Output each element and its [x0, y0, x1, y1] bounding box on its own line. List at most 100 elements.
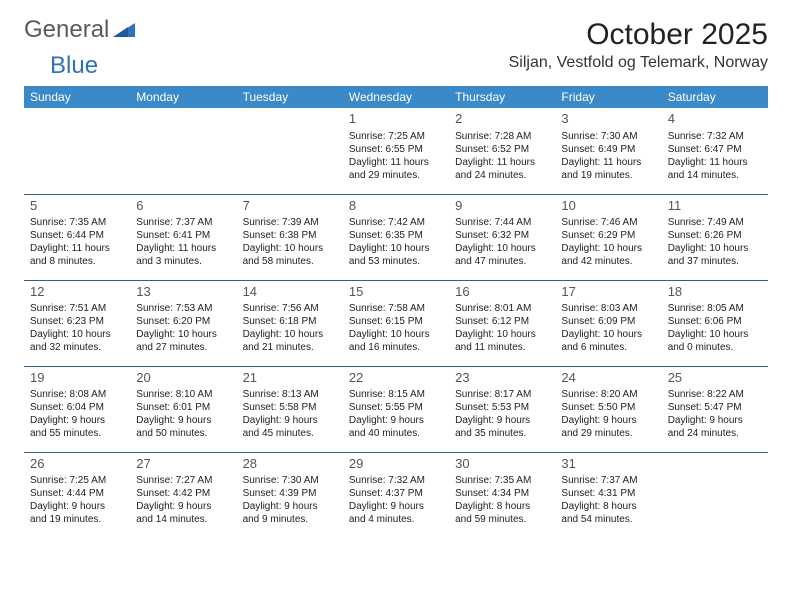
daylight1-text: Daylight: 11 hours	[30, 242, 124, 255]
daylight2-text: and 3 minutes.	[136, 255, 230, 268]
sunset-text: Sunset: 6:12 PM	[455, 315, 549, 328]
day-number: 6	[136, 198, 230, 215]
daylight1-text: Daylight: 10 hours	[668, 328, 762, 341]
day-number: 24	[561, 370, 655, 387]
location-subtitle: Siljan, Vestfold og Telemark, Norway	[509, 54, 768, 72]
day-number: 21	[243, 370, 337, 387]
day-number: 12	[30, 284, 124, 301]
sunset-text: Sunset: 6:55 PM	[349, 143, 443, 156]
sunset-text: Sunset: 4:42 PM	[136, 487, 230, 500]
sunrise-text: Sunrise: 8:01 AM	[455, 302, 549, 315]
day-number: 15	[349, 284, 443, 301]
daylight2-text: and 47 minutes.	[455, 255, 549, 268]
day-number: 28	[243, 456, 337, 473]
daylight2-text: and 11 minutes.	[455, 341, 549, 354]
col-friday: Friday	[555, 86, 661, 108]
day-number: 30	[455, 456, 549, 473]
daylight1-text: Daylight: 9 hours	[243, 414, 337, 427]
day-number: 3	[561, 111, 655, 128]
daylight2-text: and 37 minutes.	[668, 255, 762, 268]
daylight1-text: Daylight: 8 hours	[455, 500, 549, 513]
day-number: 4	[668, 111, 762, 128]
day-number: 9	[455, 198, 549, 215]
month-title: October 2025	[509, 18, 768, 52]
daylight1-text: Daylight: 11 hours	[561, 156, 655, 169]
day-cell: 19Sunrise: 8:08 AMSunset: 6:04 PMDayligh…	[24, 366, 130, 452]
brand-part2: Blue	[50, 52, 98, 79]
daylight1-text: Daylight: 11 hours	[455, 156, 549, 169]
daylight1-text: Daylight: 8 hours	[561, 500, 655, 513]
col-monday: Monday	[130, 86, 236, 108]
col-thursday: Thursday	[449, 86, 555, 108]
sunset-text: Sunset: 6:52 PM	[455, 143, 549, 156]
day-cell: 2Sunrise: 7:28 AMSunset: 6:52 PMDaylight…	[449, 108, 555, 194]
daylight1-text: Daylight: 11 hours	[349, 156, 443, 169]
day-cell: 6Sunrise: 7:37 AMSunset: 6:41 PMDaylight…	[130, 194, 236, 280]
day-number: 14	[243, 284, 337, 301]
day-cell: 14Sunrise: 7:56 AMSunset: 6:18 PMDayligh…	[237, 280, 343, 366]
sunset-text: Sunset: 6:26 PM	[668, 229, 762, 242]
sunrise-text: Sunrise: 7:25 AM	[30, 474, 124, 487]
sunrise-text: Sunrise: 7:51 AM	[30, 302, 124, 315]
sunset-text: Sunset: 6:38 PM	[243, 229, 337, 242]
day-cell	[662, 452, 768, 538]
day-cell: 1Sunrise: 7:25 AMSunset: 6:55 PMDaylight…	[343, 108, 449, 194]
sunrise-text: Sunrise: 8:17 AM	[455, 388, 549, 401]
daylight2-text: and 0 minutes.	[668, 341, 762, 354]
daylight1-text: Daylight: 10 hours	[561, 328, 655, 341]
day-cell: 13Sunrise: 7:53 AMSunset: 6:20 PMDayligh…	[130, 280, 236, 366]
sunrise-text: Sunrise: 7:37 AM	[136, 216, 230, 229]
day-number: 7	[243, 198, 337, 215]
day-number: 20	[136, 370, 230, 387]
sunrise-text: Sunrise: 8:05 AM	[668, 302, 762, 315]
daylight1-text: Daylight: 10 hours	[668, 242, 762, 255]
daylight2-text: and 29 minutes.	[561, 427, 655, 440]
day-cell: 25Sunrise: 8:22 AMSunset: 5:47 PMDayligh…	[662, 366, 768, 452]
sunrise-text: Sunrise: 7:42 AM	[349, 216, 443, 229]
sunrise-text: Sunrise: 7:32 AM	[668, 130, 762, 143]
daylight1-text: Daylight: 9 hours	[455, 414, 549, 427]
sunrise-text: Sunrise: 7:49 AM	[668, 216, 762, 229]
day-cell: 15Sunrise: 7:58 AMSunset: 6:15 PMDayligh…	[343, 280, 449, 366]
daylight2-text: and 45 minutes.	[243, 427, 337, 440]
daylight2-text: and 19 minutes.	[561, 169, 655, 182]
brand-logo: General	[24, 18, 137, 42]
sunset-text: Sunset: 6:35 PM	[349, 229, 443, 242]
daylight2-text: and 14 minutes.	[668, 169, 762, 182]
sunset-text: Sunset: 4:44 PM	[30, 487, 124, 500]
sunset-text: Sunset: 6:23 PM	[30, 315, 124, 328]
daylight1-text: Daylight: 10 hours	[243, 242, 337, 255]
day-number: 22	[349, 370, 443, 387]
daylight2-text: and 24 minutes.	[455, 169, 549, 182]
week-row: 26Sunrise: 7:25 AMSunset: 4:44 PMDayligh…	[24, 452, 768, 538]
col-saturday: Saturday	[662, 86, 768, 108]
daylight1-text: Daylight: 10 hours	[455, 242, 549, 255]
day-number: 23	[455, 370, 549, 387]
sunrise-text: Sunrise: 7:37 AM	[561, 474, 655, 487]
daylight1-text: Daylight: 10 hours	[349, 242, 443, 255]
day-cell: 17Sunrise: 8:03 AMSunset: 6:09 PMDayligh…	[555, 280, 661, 366]
daylight2-text: and 16 minutes.	[349, 341, 443, 354]
sunset-text: Sunset: 6:41 PM	[136, 229, 230, 242]
sunrise-text: Sunrise: 7:30 AM	[243, 474, 337, 487]
day-cell: 10Sunrise: 7:46 AMSunset: 6:29 PMDayligh…	[555, 194, 661, 280]
day-number: 17	[561, 284, 655, 301]
daylight2-text: and 54 minutes.	[561, 513, 655, 526]
daylight2-text: and 9 minutes.	[243, 513, 337, 526]
sunset-text: Sunset: 5:53 PM	[455, 401, 549, 414]
day-cell: 7Sunrise: 7:39 AMSunset: 6:38 PMDaylight…	[237, 194, 343, 280]
day-cell: 3Sunrise: 7:30 AMSunset: 6:49 PMDaylight…	[555, 108, 661, 194]
day-cell: 24Sunrise: 8:20 AMSunset: 5:50 PMDayligh…	[555, 366, 661, 452]
day-number: 27	[136, 456, 230, 473]
daylight2-text: and 6 minutes.	[561, 341, 655, 354]
sunset-text: Sunset: 4:39 PM	[243, 487, 337, 500]
daylight1-text: Daylight: 10 hours	[243, 328, 337, 341]
sunset-text: Sunset: 5:47 PM	[668, 401, 762, 414]
day-number: 8	[349, 198, 443, 215]
sunrise-text: Sunrise: 7:35 AM	[455, 474, 549, 487]
daylight1-text: Daylight: 9 hours	[243, 500, 337, 513]
daylight1-text: Daylight: 9 hours	[349, 500, 443, 513]
day-cell: 4Sunrise: 7:32 AMSunset: 6:47 PMDaylight…	[662, 108, 768, 194]
sunset-text: Sunset: 4:37 PM	[349, 487, 443, 500]
day-cell	[24, 108, 130, 194]
